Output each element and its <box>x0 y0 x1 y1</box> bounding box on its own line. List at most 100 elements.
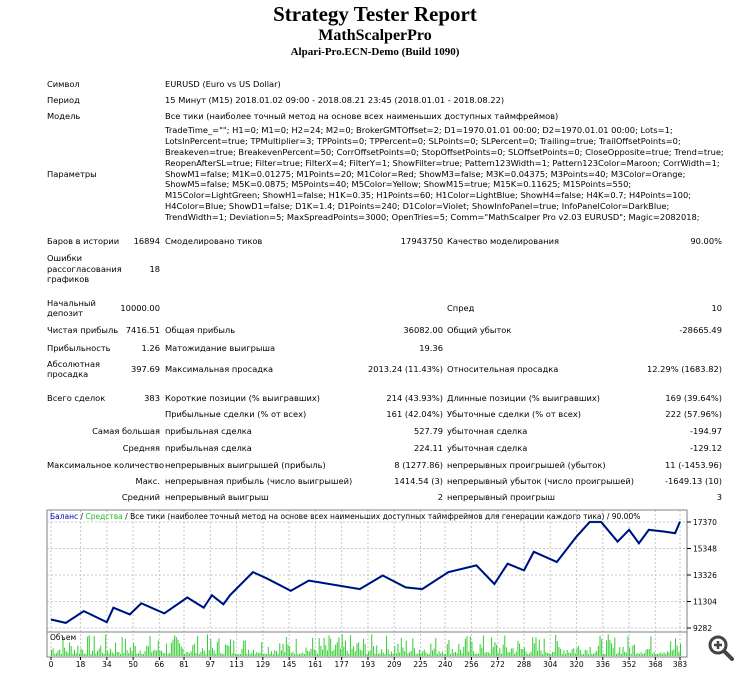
volume-bar <box>624 651 626 656</box>
volume-bar <box>264 653 266 656</box>
volume-bar <box>248 649 250 656</box>
volume-bar <box>676 645 678 656</box>
volume-bar <box>604 653 606 656</box>
volume-bar <box>239 653 241 656</box>
volume-bar <box>597 645 599 656</box>
label: прибыльная сделка <box>165 426 252 436</box>
volume-bar <box>638 653 640 656</box>
label: Общая прибыль <box>165 324 236 335</box>
volume-bar <box>422 651 424 656</box>
volume-bar <box>522 649 524 656</box>
value: 7416.51 <box>125 324 160 335</box>
row-params: Параметры TradeTime_=""; H1=0; M1=0; H2=… <box>47 124 727 224</box>
volume-bar <box>175 637 177 656</box>
volume-bar <box>376 645 378 656</box>
volume-bar <box>594 652 596 656</box>
volume-bar <box>458 643 460 656</box>
value: 527.79 <box>413 426 443 436</box>
volume-bar <box>440 653 442 656</box>
volume-bar <box>432 650 434 656</box>
volume-bar <box>446 644 448 656</box>
volume-bar <box>581 653 583 656</box>
volume-bar <box>174 635 176 656</box>
x-tick-label: 225 <box>413 660 428 669</box>
volume-bar <box>231 653 233 656</box>
volume-bar <box>70 646 72 656</box>
volume-bar <box>525 651 527 656</box>
volume-bar <box>484 652 486 656</box>
label: непрерывный проигрыш <box>447 492 555 502</box>
volume-bar <box>409 652 411 656</box>
volume-bar <box>335 644 337 656</box>
volume-bar <box>361 650 363 656</box>
x-tick-label: 97 <box>206 660 216 669</box>
volume-bar <box>535 637 537 656</box>
value: 15 Минут (M15) 2018.01.02 09:00 - 2018.0… <box>165 95 505 105</box>
volume-bar <box>277 653 279 656</box>
volume-bar <box>367 651 369 656</box>
label: Параметры <box>47 169 97 179</box>
volume-bar <box>162 652 164 656</box>
volume-bar <box>584 649 586 656</box>
label: Баров в истории <box>47 236 120 246</box>
volume-bar <box>569 653 571 656</box>
volume-bar <box>146 645 148 656</box>
volume-bar <box>520 649 522 656</box>
volume-bar <box>230 639 232 656</box>
volume-bar <box>98 648 100 656</box>
volume-bar <box>538 639 540 656</box>
volume-bar <box>193 643 195 656</box>
volume-bar <box>533 643 535 656</box>
volume-bar <box>133 643 135 656</box>
row-symbol: Символ EURUSD (Euro vs US Dollar) <box>47 76 727 92</box>
volume-bar <box>348 653 350 656</box>
x-tick-label: 50 <box>128 660 138 669</box>
volume-bar <box>321 649 323 656</box>
volume-bar <box>377 653 379 656</box>
volume-bar <box>634 644 636 656</box>
volume-bar <box>110 648 112 656</box>
zoom-in-button[interactable] <box>706 633 736 663</box>
volume-bar <box>578 645 580 656</box>
volume-bar <box>504 635 506 656</box>
volume-bar <box>394 646 396 656</box>
server-name: Alpari-Pro.ECN-Demo (Build 1090) <box>290 46 460 58</box>
expert-name: MathScalperPro <box>318 27 432 44</box>
volume-bar <box>558 647 560 656</box>
label: Длинные позиции (% выигравших) <box>447 393 601 403</box>
volume-bar <box>246 653 248 656</box>
volume-bar <box>615 653 617 656</box>
volume-bar <box>622 646 624 656</box>
volume-bar <box>363 638 365 656</box>
volume-bar <box>571 649 573 656</box>
volume-bar <box>474 653 476 656</box>
row-errors: Ошибки рассогласования графиков 18 <box>47 250 727 288</box>
volume-bar <box>463 646 465 656</box>
x-tick-label: 193 <box>361 660 376 669</box>
x-tick-label: 209 <box>387 660 402 669</box>
volume-bar <box>574 653 576 656</box>
volume-bar <box>169 652 171 656</box>
volume-bar <box>384 653 386 656</box>
x-tick-label: 320 <box>569 660 584 669</box>
volume-bar <box>87 636 89 656</box>
label: непрерывных проигрышей (убыток) <box>447 459 606 470</box>
volume-bar <box>75 653 77 656</box>
volume-bar <box>617 652 619 656</box>
volume-bar <box>643 652 645 656</box>
volume-bar <box>298 653 300 656</box>
volume-bar <box>223 653 225 656</box>
volume-bar <box>369 650 371 656</box>
volume-bar <box>612 648 614 656</box>
volume-bar <box>261 642 263 656</box>
volume-bar <box>118 652 120 656</box>
volume-bar <box>505 647 507 656</box>
volume-bar <box>389 653 391 656</box>
volume-bar <box>640 652 642 656</box>
value: 10000.00 <box>120 303 160 313</box>
volume-bar <box>673 649 675 656</box>
x-tick-label: 161 <box>308 660 323 669</box>
y-tick-label: 13326 <box>693 571 717 580</box>
volume-bar <box>499 647 501 656</box>
volume-bar <box>303 653 305 656</box>
